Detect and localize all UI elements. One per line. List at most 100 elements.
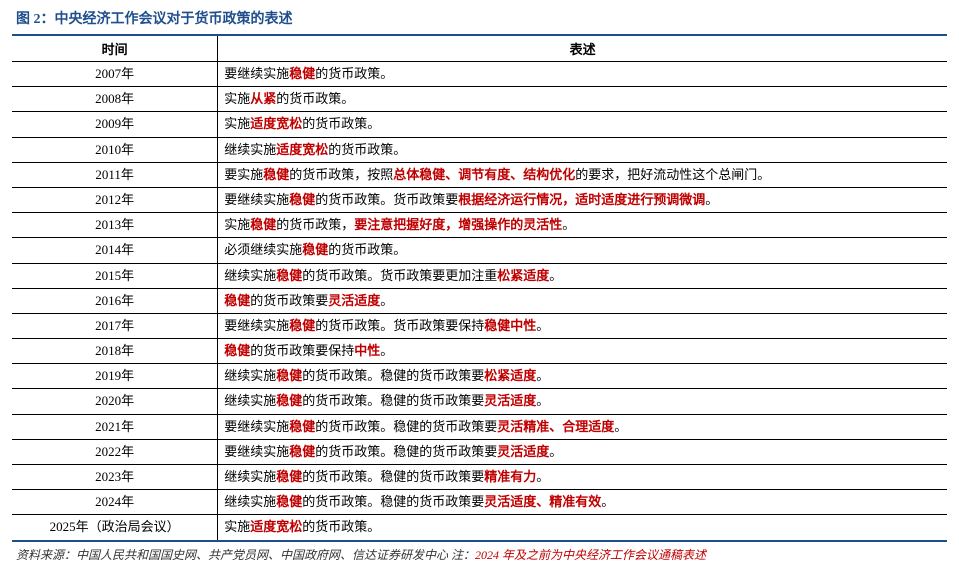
table-row: 2011年要实施稳健的货币政策，按照总体稳健、调节有度、结构优化的要求，把好流动… — [12, 162, 947, 187]
table-row: 2022年要继续实施稳健的货币政策。稳健的货币政策要灵活适度。 — [12, 439, 947, 464]
plain-text: 的货币政策。 — [328, 142, 406, 157]
policy-table: 时间 表述 2007年要继续实施稳健的货币政策。2008年实施从紧的货币政策。2… — [12, 36, 947, 540]
plain-text: 必须继续实施 — [224, 242, 302, 257]
plain-text: 。 — [536, 469, 549, 484]
plain-text: 的货币政策要保持 — [250, 343, 354, 358]
table-row: 2024年继续实施稳健的货币政策。稳健的货币政策要灵活适度、精准有效。 — [12, 490, 947, 515]
cell-time: 2022年 — [12, 439, 218, 464]
plain-text: 。 — [536, 368, 549, 383]
plain-text: 的货币政策。 — [315, 66, 393, 81]
plain-text: 的货币政策。稳健的货币政策要 — [302, 393, 484, 408]
cell-desc: 稳健的货币政策要保持中性。 — [218, 339, 947, 364]
cell-time: 2024年 — [12, 490, 218, 515]
plain-text: 继续实施 — [224, 494, 276, 509]
plain-text: 实施 — [224, 91, 250, 106]
plain-text: 的货币政策。货币政策要 — [315, 192, 458, 207]
plain-text: 继续实施 — [224, 142, 276, 157]
cell-desc: 继续实施稳健的货币政策。稳健的货币政策要灵活适度、精准有效。 — [218, 490, 947, 515]
highlight-text: 根据经济运行情况，适时适度进行预调微调 — [458, 192, 705, 207]
cell-desc: 实施适度宽松的货币政策。 — [218, 515, 947, 540]
plain-text: 实施 — [224, 519, 250, 534]
plain-text: 的货币政策。 — [302, 519, 380, 534]
plain-text: 的货币政策。 — [328, 242, 406, 257]
plain-text: 继续实施 — [224, 268, 276, 283]
plain-text: 的货币政策。稳健的货币政策要 — [302, 368, 484, 383]
table-row: 2008年实施从紧的货币政策。 — [12, 87, 947, 112]
highlight-text: 灵活精准、合理适度 — [497, 419, 614, 434]
plain-text: 。 — [705, 192, 718, 207]
highlight-text: 灵活适度 — [328, 293, 380, 308]
cell-time: 2012年 — [12, 187, 218, 212]
plain-text: 。 — [549, 444, 562, 459]
plain-text: 的货币政策。 — [276, 91, 354, 106]
cell-desc: 实施稳健的货币政策，要注意把握好度，增强操作的灵活性。 — [218, 213, 947, 238]
table-row: 2010年继续实施适度宽松的货币政策。 — [12, 137, 947, 162]
plain-text: 实施 — [224, 217, 250, 232]
source-prefix: 资料来源：中国人民共和国国史网、共产党员网、中国政府网、信达证券研发中心 注： — [16, 548, 475, 562]
plain-text: 要继续实施 — [224, 66, 289, 81]
table-row: 2014年必须继续实施稳健的货币政策。 — [12, 238, 947, 263]
table-row: 2025年（政治局会议）实施适度宽松的货币政策。 — [12, 515, 947, 540]
cell-desc: 稳健的货币政策要灵活适度。 — [218, 288, 947, 313]
highlight-text: 总体稳健、调节有度、结构优化 — [393, 167, 575, 182]
plain-text: 继续实施 — [224, 393, 276, 408]
plain-text: 的货币政策。 — [302, 116, 380, 131]
highlight-text: 稳健 — [250, 217, 276, 232]
cell-time: 2016年 — [12, 288, 218, 313]
plain-text: 的货币政策。货币政策要保持 — [315, 318, 484, 333]
cell-time: 2015年 — [12, 263, 218, 288]
source-note: 资料来源：中国人民共和国国史网、共产党员网、中国政府网、信达证券研发中心 注：2… — [12, 546, 947, 563]
cell-desc: 实施从紧的货币政策。 — [218, 87, 947, 112]
plain-text: 。 — [562, 217, 575, 232]
plain-text: 要继续实施 — [224, 444, 289, 459]
plain-text: 要实施 — [224, 167, 263, 182]
highlight-text: 稳健中性 — [484, 318, 536, 333]
cell-time: 2008年 — [12, 87, 218, 112]
highlight-text: 从紧 — [250, 91, 276, 106]
highlight-text: 灵活适度 — [497, 444, 549, 459]
highlight-text: 稳健 — [289, 66, 315, 81]
cell-time: 2013年 — [12, 213, 218, 238]
cell-desc: 要继续实施稳健的货币政策。稳健的货币政策要灵活精准、合理适度。 — [218, 414, 947, 439]
plain-text: 。 — [549, 268, 562, 283]
cell-time: 2018年 — [12, 339, 218, 364]
cell-desc: 要继续实施稳健的货币政策。 — [218, 62, 947, 87]
highlight-text: 松紧适度 — [484, 368, 536, 383]
table-row: 2019年继续实施稳健的货币政策。稳健的货币政策要松紧适度。 — [12, 364, 947, 389]
plain-text: 的货币政策，按照 — [289, 167, 393, 182]
plain-text: 。 — [601, 494, 614, 509]
policy-table-container: 时间 表述 2007年要继续实施稳健的货币政策。2008年实施从紧的货币政策。2… — [12, 34, 947, 542]
plain-text: 的货币政策， — [276, 217, 354, 232]
highlight-text: 松紧适度 — [497, 268, 549, 283]
highlight-text: 中性 — [354, 343, 380, 358]
plain-text: 的货币政策要 — [250, 293, 328, 308]
highlight-text: 稳健 — [276, 393, 302, 408]
cell-time: 2021年 — [12, 414, 218, 439]
cell-time: 2019年 — [12, 364, 218, 389]
cell-desc: 要继续实施稳健的货币政策。货币政策要根据经济运行情况，适时适度进行预调微调。 — [218, 187, 947, 212]
plain-text: 。 — [380, 343, 393, 358]
table-row: 2012年要继续实施稳健的货币政策。货币政策要根据经济运行情况，适时适度进行预调… — [12, 187, 947, 212]
table-row: 2018年稳健的货币政策要保持中性。 — [12, 339, 947, 364]
plain-text: 。 — [380, 293, 393, 308]
cell-desc: 要继续实施稳健的货币政策。稳健的货币政策要灵活适度。 — [218, 439, 947, 464]
table-row: 2016年稳健的货币政策要灵活适度。 — [12, 288, 947, 313]
plain-text: 的要求，把好流动性这个总闸门。 — [575, 167, 770, 182]
cell-desc: 实施适度宽松的货币政策。 — [218, 112, 947, 137]
cell-time: 2014年 — [12, 238, 218, 263]
header-time: 时间 — [12, 36, 218, 62]
cell-time: 2025年（政治局会议） — [12, 515, 218, 540]
cell-time: 2020年 — [12, 389, 218, 414]
plain-text: 要继续实施 — [224, 192, 289, 207]
table-row: 2015年继续实施稳健的货币政策。货币政策要更加注重松紧适度。 — [12, 263, 947, 288]
highlight-text: 灵活适度、精准有效 — [484, 494, 601, 509]
cell-time: 2009年 — [12, 112, 218, 137]
table-row: 2021年要继续实施稳健的货币政策。稳健的货币政策要灵活精准、合理适度。 — [12, 414, 947, 439]
plain-text: 要继续实施 — [224, 419, 289, 434]
table-header-row: 时间 表述 — [12, 36, 947, 62]
plain-text: 。 — [536, 393, 549, 408]
plain-text: 继续实施 — [224, 469, 276, 484]
source-red: 2024 年及之前为中央经济工作会议通稿表述 — [475, 548, 706, 562]
table-row: 2007年要继续实施稳健的货币政策。 — [12, 62, 947, 87]
highlight-text: 稳健 — [224, 343, 250, 358]
